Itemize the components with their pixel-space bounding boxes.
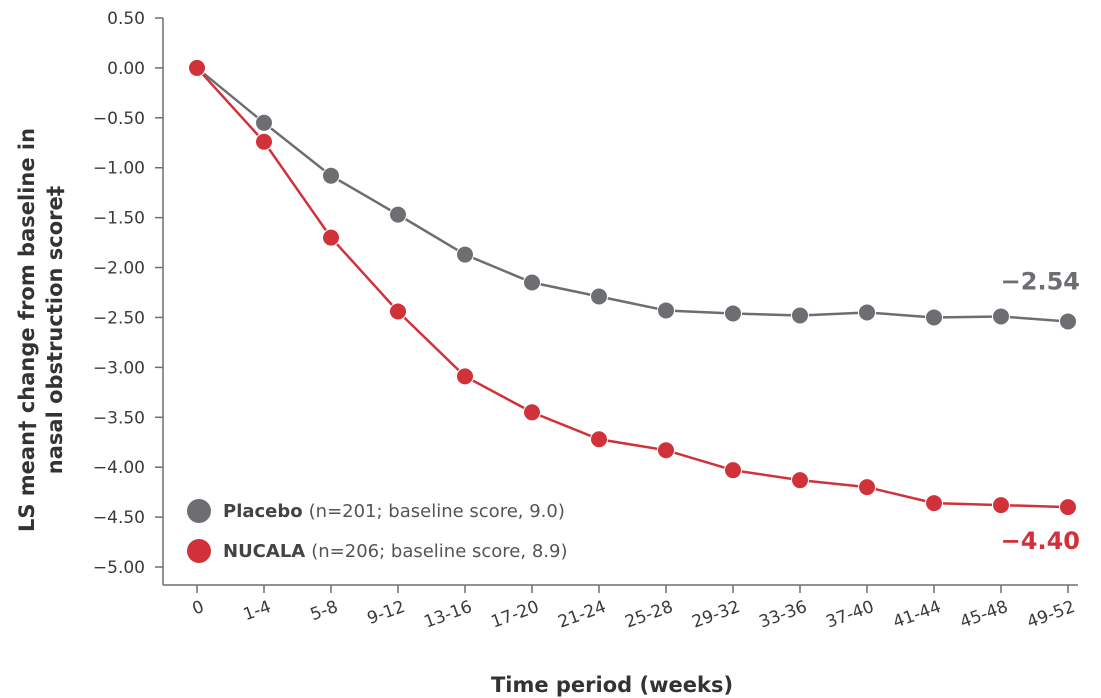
x-tick-label: 17-20 (488, 597, 541, 633)
data-point-nucala (791, 471, 809, 490)
data-point-placebo (925, 308, 943, 327)
x-tick-label: 45-48 (957, 597, 1010, 633)
series-layer (188, 58, 1077, 517)
legend-marker-placebo (187, 499, 211, 523)
data-point-nucala (255, 132, 273, 151)
data-point-placebo (724, 304, 742, 323)
data-point-placebo (858, 303, 876, 322)
x-tick-label: 9-12 (365, 597, 408, 629)
data-point-placebo (389, 205, 407, 224)
data-point-placebo (456, 245, 474, 264)
y-tick-label: −2.00 (93, 259, 145, 279)
data-point-placebo (322, 166, 340, 185)
data-point-nucala (858, 478, 876, 497)
data-point-nucala (523, 403, 541, 422)
y-tick-label: −3.00 (93, 358, 145, 378)
x-tick-label: 21-24 (555, 597, 608, 633)
data-point-nucala (925, 494, 943, 513)
legend-marker-nucala (187, 539, 211, 563)
data-point-nucala (456, 367, 474, 386)
legend-series-desc: (n=206; baseline score, 8.9) (311, 541, 567, 562)
data-point-nucala (724, 461, 742, 480)
x-tick-label: 37-40 (823, 597, 876, 633)
data-point-nucala (590, 430, 608, 449)
x-tick-label: 25-28 (622, 597, 675, 633)
data-point-nucala (188, 58, 206, 77)
y-tick-label: −5.00 (93, 558, 145, 578)
x-axis: 0 1-4 5-8 9-12 13-16 17-20 21-24 25-28 29-32 33-3… (163, 584, 1078, 633)
y-tick-label: −0.50 (93, 109, 145, 129)
legend-series-name: Placebo (223, 501, 303, 522)
x-tick-label: 13-16 (421, 597, 474, 633)
data-point-placebo (590, 287, 608, 306)
y-tick-label: 0.00 (107, 59, 145, 79)
data-point-placebo (523, 273, 541, 292)
series-line-placebo (196, 66, 1069, 323)
data-point-nucala (657, 441, 675, 460)
legend-series-name: NUCALA (223, 541, 305, 562)
legend-series-desc: (n=201; baseline score, 9.0) (309, 501, 565, 522)
y-tick-label: −1.00 (93, 159, 145, 179)
data-point-nucala (1059, 498, 1077, 517)
data-point-nucala (322, 228, 340, 247)
end-labels: −2.54 −4.40 (1001, 267, 1080, 555)
y-axis: 0.50 0.00 −0.50 −1.00 −1.50 −2.00 −2.50 −3.00 −3… (93, 9, 164, 585)
x-tick-label: 1-4 (241, 597, 274, 625)
data-point-placebo (657, 301, 675, 320)
end-label-placebo: −2.54 (1001, 267, 1080, 295)
y-tick-label: 0.50 (107, 9, 145, 29)
x-tick-label: 41-44 (890, 597, 943, 633)
y-tick-label: −4.50 (93, 508, 145, 528)
y-tick-label: −4.00 (93, 458, 145, 478)
data-point-nucala (389, 302, 407, 321)
data-point-placebo (1059, 312, 1077, 331)
x-tick-label: 33-36 (756, 597, 809, 633)
legend-entry-nucala: NUCALA (n=206; baseline score, 8.9) (223, 541, 567, 562)
legend: Placebo (n=201; baseline score, 9.0)NUCAL… (187, 499, 567, 563)
y-tick-label: −1.50 (93, 209, 145, 229)
y-tick-label: −2.50 (93, 308, 145, 328)
x-tick-label: 29-32 (689, 597, 742, 633)
x-axis-title: Time period (weeks) (491, 673, 733, 697)
y-axis-title-line-1: LS mean† change from baseline in (15, 128, 39, 532)
data-point-placebo (255, 113, 273, 132)
data-point-placebo (992, 307, 1010, 326)
x-tick-label: 5-8 (308, 597, 341, 625)
y-axis-title: LS mean† change from baseline in nasal o… (15, 128, 67, 532)
legend-entry-placebo: Placebo (n=201; baseline score, 9.0) (223, 501, 565, 522)
y-axis-title-line-2: nasal obstruction score‡ (43, 186, 67, 474)
y-tick-label: −3.50 (93, 408, 145, 428)
data-point-nucala (992, 496, 1010, 515)
data-point-placebo (791, 306, 809, 325)
series-line-nucala (196, 67, 1069, 509)
end-label-nucala: −4.40 (1001, 527, 1080, 555)
x-tick-label: 49-52 (1024, 597, 1077, 633)
x-tick-label: 0 (190, 597, 207, 619)
